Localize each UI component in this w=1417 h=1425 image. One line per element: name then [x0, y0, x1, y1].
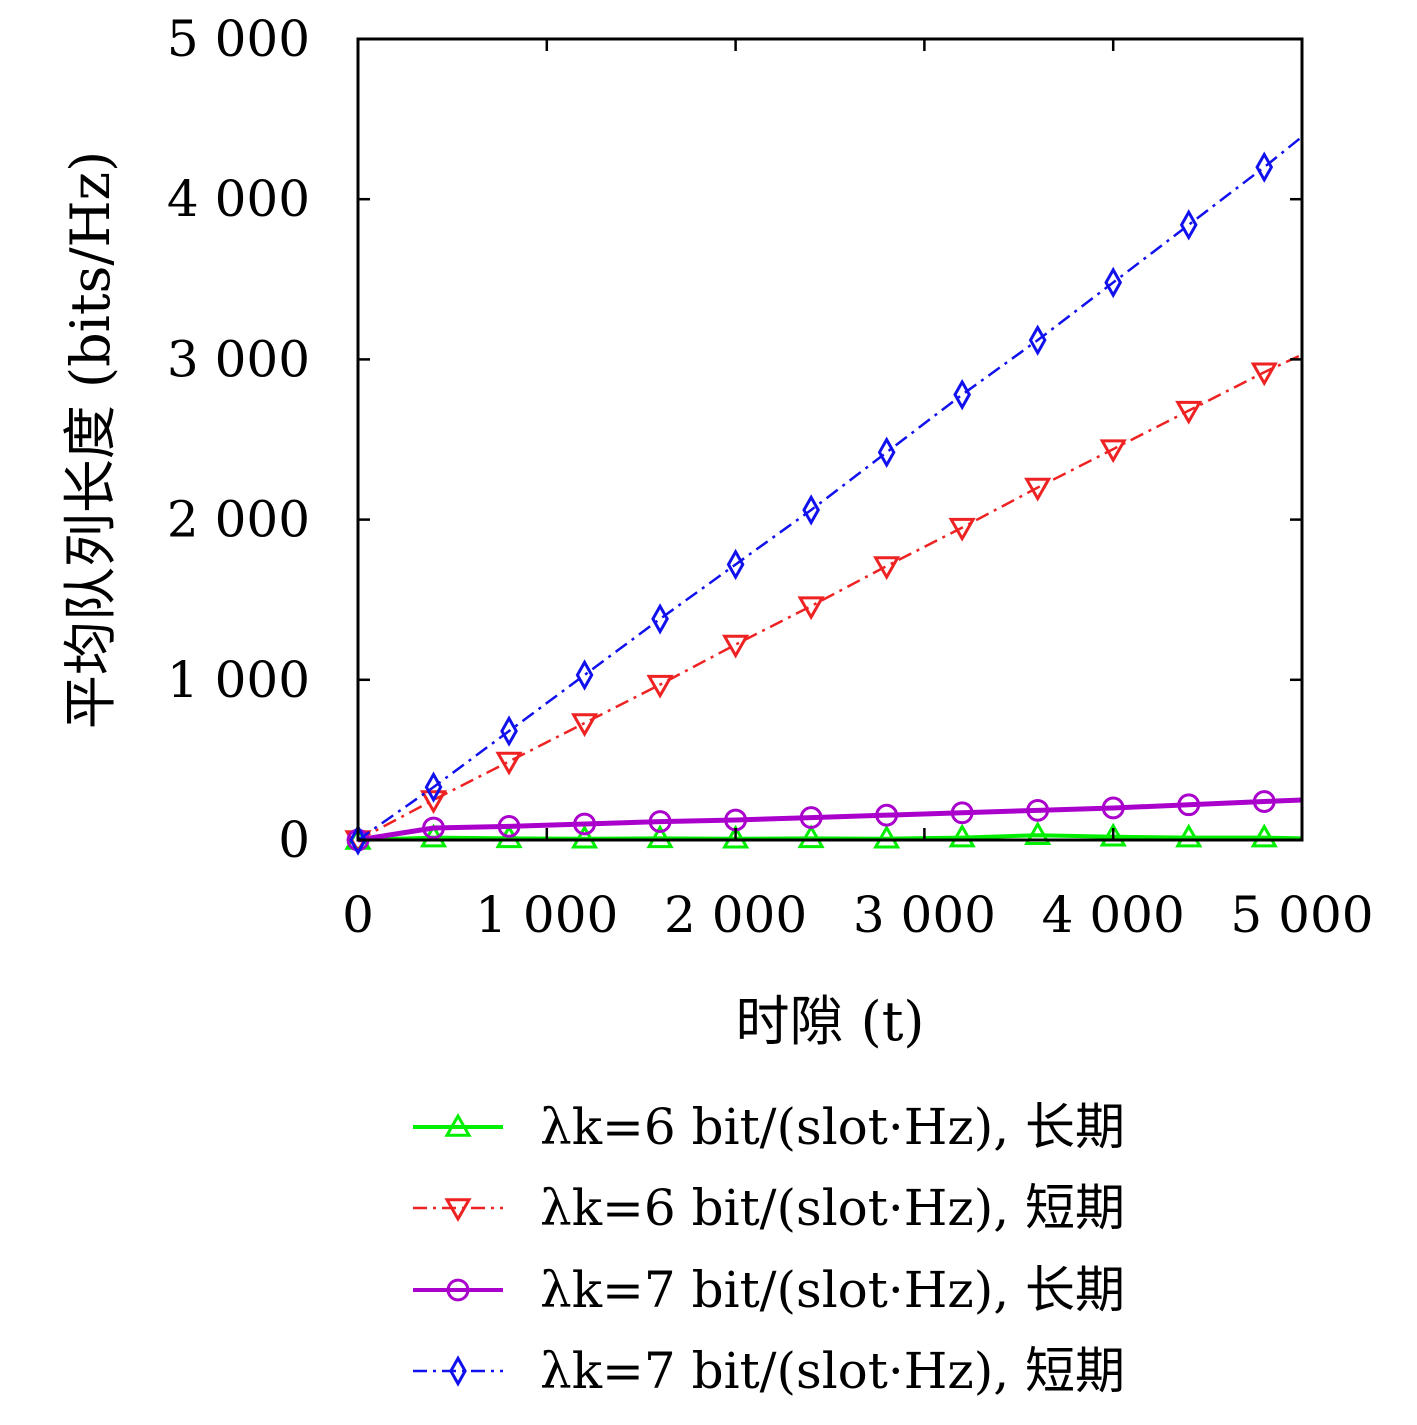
series-3-marker-4	[651, 603, 669, 635]
series-1-line	[357, 353, 1303, 842]
axes-layer: 0 1 000 2 000 3 000 4 000 5 000 0 1 000 2 000 3 0…	[167, 10, 1374, 944]
legend-entry-2: λk=7 bit/(slot·Hz), 长期	[413, 1261, 1125, 1319]
x-axis-label: 时隙 (t)	[736, 990, 925, 1053]
series-2-marker-10	[1101, 796, 1125, 820]
x-tick-label-2: 2 000	[664, 886, 807, 944]
legend-entry-0: λk=6 bit/(slot·Hz), 长期	[413, 1098, 1125, 1156]
series-layer	[344, 135, 1303, 856]
series-3-marker-1	[424, 771, 443, 803]
x-tick-label-4: 4 000	[1042, 886, 1185, 944]
series-1-marker-3	[570, 713, 599, 738]
y-axis-label-group: 平均队列长度 (bits/Hz)	[59, 151, 122, 729]
series-3-marker-7	[877, 436, 896, 469]
legend-label-2: λk=7 bit/(slot·Hz), 长期	[540, 1261, 1125, 1319]
series-3-marker-2	[500, 715, 518, 747]
series-3-line	[357, 135, 1303, 842]
y-axis-label: 平均队列长度 (bits/Hz)	[59, 151, 122, 729]
series-0-marker-8	[948, 823, 976, 848]
legend-label-3: λk=7 bit/(slot·Hz), 短期	[540, 1342, 1125, 1400]
series-0-marker-2	[495, 824, 523, 849]
series-1-marker-12	[1250, 362, 1278, 387]
legend-entry-3: λk=7 bit/(slot·Hz), 短期	[413, 1342, 1125, 1400]
series-2-marker-7	[875, 803, 899, 827]
series-1-marker-5	[722, 634, 750, 659]
series-3-marker-11	[1179, 209, 1198, 241]
series-1-marker-6	[797, 596, 825, 621]
x-tick-label-3: 3 000	[853, 886, 996, 944]
series-1-marker-2	[495, 751, 523, 776]
series-0-marker-3	[570, 824, 599, 849]
series-2-marker-4	[648, 810, 672, 833]
x-tick-label-5: 5 000	[1230, 886, 1373, 944]
series-0-marker-11	[1175, 823, 1203, 848]
series-2-marker-1	[422, 816, 445, 840]
series-2-marker-9	[1026, 798, 1050, 822]
y-tick-label-0: 0	[278, 811, 310, 869]
y-tick-label-2: 2 000	[167, 491, 310, 549]
legend-3-marker-0	[449, 1355, 467, 1387]
series-3-marker-3	[575, 659, 594, 691]
series-2-marker-3	[573, 812, 596, 836]
series-1-marker-11	[1175, 400, 1203, 425]
series-0-marker-7	[873, 824, 901, 849]
plot-frame	[356, 37, 1304, 842]
series-3-marker-10	[1104, 266, 1123, 299]
y-tick-label-5: 5 000	[167, 10, 310, 68]
series-0-marker-12	[1250, 823, 1278, 848]
x-tick-label-1: 1 000	[475, 886, 618, 944]
series-0-marker-10	[1099, 822, 1127, 847]
series-3-marker-9	[1028, 324, 1047, 356]
legend-2-marker-0	[446, 1278, 470, 1302]
legend-1-marker-0	[444, 1198, 472, 1223]
legend-label-1: λk=6 bit/(slot·Hz), 短期	[540, 1179, 1125, 1237]
y-tick-label-4: 4 000	[167, 170, 310, 228]
series-3-marker-5	[726, 548, 745, 581]
series-1-marker-1	[419, 790, 448, 814]
series-0-marker-5	[722, 824, 750, 849]
series-0-marker-4	[646, 824, 674, 849]
series-3-marker-12	[1255, 151, 1274, 183]
series-0-marker-9	[1024, 821, 1052, 845]
series-2-marker-12	[1252, 790, 1276, 813]
series-1-marker-10	[1099, 439, 1127, 464]
series-3	[349, 135, 1303, 856]
legend-label-0: λk=6 bit/(slot·Hz), 长期	[540, 1098, 1125, 1156]
series-3-marker-8	[953, 378, 972, 411]
series-2-line	[357, 797, 1303, 843]
y-tick-label-3: 3 000	[167, 330, 310, 388]
series-1-marker-8	[948, 517, 976, 542]
legend-entry-1: λk=6 bit/(slot·Hz), 短期	[413, 1179, 1125, 1237]
series-2-marker-8	[950, 801, 974, 825]
series-1	[344, 353, 1303, 855]
y-tick-label-1: 1 000	[167, 651, 310, 709]
series-0-marker-6	[797, 824, 825, 849]
series-2-marker-11	[1177, 793, 1201, 817]
series-3-marker-6	[802, 494, 820, 526]
series-2-marker-2	[497, 814, 521, 838]
legend-0-marker-0	[444, 1112, 472, 1137]
series-2-marker-6	[799, 806, 823, 829]
series-1-marker-4	[646, 674, 674, 699]
series-1-marker-9	[1024, 477, 1052, 502]
series-3-marker-0	[349, 824, 367, 856]
x-tick-label-0: 0	[342, 886, 374, 944]
legend: λk=6 bit/(slot·Hz), 长期 λk=6 bit/(slot·Hz)…	[413, 1098, 1125, 1400]
series-1-marker-7	[873, 556, 901, 581]
